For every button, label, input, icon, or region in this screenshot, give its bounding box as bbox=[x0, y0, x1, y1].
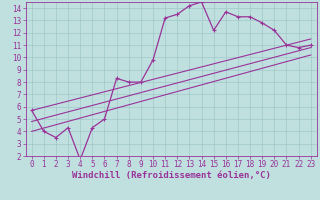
X-axis label: Windchill (Refroidissement éolien,°C): Windchill (Refroidissement éolien,°C) bbox=[72, 171, 271, 180]
